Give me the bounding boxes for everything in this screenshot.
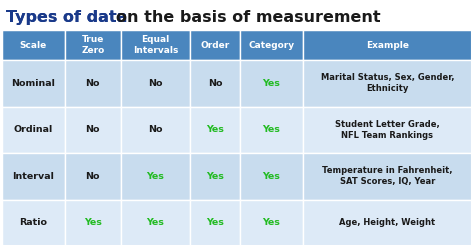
Bar xyxy=(121,30,190,60)
Bar xyxy=(190,30,240,60)
Bar xyxy=(2,60,64,106)
Bar xyxy=(303,30,472,60)
Bar xyxy=(64,60,121,106)
Bar xyxy=(240,60,303,106)
Text: Types of data: Types of data xyxy=(6,10,128,25)
Bar xyxy=(240,106,303,153)
Bar xyxy=(121,153,190,199)
Text: No: No xyxy=(148,125,163,134)
Bar xyxy=(303,106,472,153)
Bar xyxy=(2,30,472,246)
Bar xyxy=(2,106,64,153)
Bar xyxy=(240,199,303,246)
Bar xyxy=(2,30,64,60)
Bar xyxy=(190,60,240,106)
Text: Yes: Yes xyxy=(206,125,224,134)
Text: Yes: Yes xyxy=(263,125,281,134)
Text: Temperature in Fahrenheit,
SAT Scores, IQ, Year: Temperature in Fahrenheit, SAT Scores, I… xyxy=(322,166,453,186)
Text: Ordinal: Ordinal xyxy=(14,125,53,134)
Bar xyxy=(240,30,303,60)
Text: Types of data on the basis of measurement: Types of data on the basis of measuremen… xyxy=(6,10,398,25)
Text: No: No xyxy=(148,79,163,88)
Text: Yes: Yes xyxy=(84,218,102,227)
Text: Category: Category xyxy=(248,40,294,50)
Bar xyxy=(64,199,121,246)
Bar xyxy=(190,199,240,246)
Text: No: No xyxy=(208,79,222,88)
Bar xyxy=(303,60,472,106)
Bar xyxy=(121,106,190,153)
Text: Scale: Scale xyxy=(20,40,47,50)
Text: Ratio: Ratio xyxy=(19,218,47,227)
Bar xyxy=(303,153,472,199)
Bar xyxy=(2,199,64,246)
Bar xyxy=(121,199,190,246)
Text: Yes: Yes xyxy=(263,79,281,88)
Text: Marital Status, Sex, Gender,
Ethnicity: Marital Status, Sex, Gender, Ethnicity xyxy=(320,73,454,93)
Text: Age, Height, Weight: Age, Height, Weight xyxy=(339,218,436,227)
Text: Example: Example xyxy=(366,40,409,50)
Bar xyxy=(64,30,121,60)
Text: Yes: Yes xyxy=(263,172,281,181)
Text: Interval: Interval xyxy=(12,172,54,181)
Bar xyxy=(2,153,64,199)
Text: No: No xyxy=(86,79,100,88)
Text: Yes: Yes xyxy=(263,218,281,227)
Bar xyxy=(2,30,472,246)
Text: Student Letter Grade,
NFL Team Rankings: Student Letter Grade, NFL Team Rankings xyxy=(335,120,440,140)
Bar xyxy=(190,153,240,199)
Text: Yes: Yes xyxy=(146,172,164,181)
Bar xyxy=(190,106,240,153)
Text: Nominal: Nominal xyxy=(11,79,55,88)
Bar xyxy=(64,106,121,153)
Text: on the basis of measurement: on the basis of measurement xyxy=(116,10,381,25)
Bar xyxy=(121,60,190,106)
Text: No: No xyxy=(86,125,100,134)
Text: Yes: Yes xyxy=(146,218,164,227)
Bar xyxy=(64,153,121,199)
Bar xyxy=(240,153,303,199)
Text: Order: Order xyxy=(201,40,230,50)
Text: Yes: Yes xyxy=(206,172,224,181)
Text: Equal
Intervals: Equal Intervals xyxy=(133,35,178,55)
Text: No: No xyxy=(86,172,100,181)
Text: Types of data: Types of data xyxy=(6,10,128,25)
Text: Yes: Yes xyxy=(206,218,224,227)
Text: True
Zero: True Zero xyxy=(81,35,104,55)
Bar xyxy=(303,199,472,246)
